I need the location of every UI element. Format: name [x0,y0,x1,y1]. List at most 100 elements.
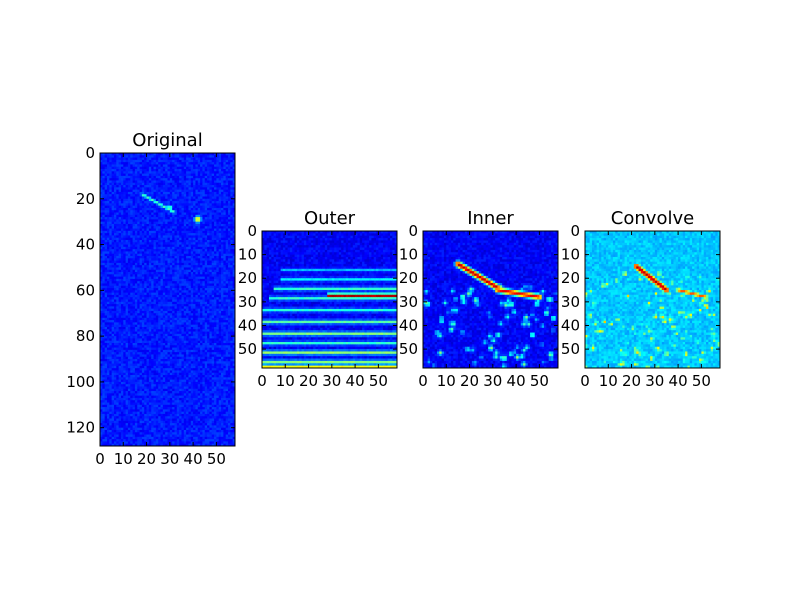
heatmap-cell [165,301,168,305]
heatmap-cell [225,249,229,252]
heatmap-cell [183,251,187,255]
heatmap-cell [230,342,234,346]
heatmap-cell [148,315,152,319]
heatmap-cell [155,189,159,193]
heatmap-cell [228,283,231,287]
heatmap-cell [146,207,150,211]
heatmap-cell [223,233,227,236]
heatmap-cell [151,221,154,225]
heatmap-cell [200,249,203,252]
heatmap-cell [120,175,124,179]
heatmap-cell [158,244,161,248]
heatmap-cell [221,326,224,330]
heatmap-cell [193,304,196,307]
heatmap-cell [100,191,103,195]
heatmap-cell [174,269,178,273]
heatmap-cell [190,285,194,289]
heatmap-cell [172,267,175,271]
heatmap-cell [123,288,127,291]
heatmap-cell [214,336,217,339]
heatmap-cell [165,333,168,337]
heatmap-cell [162,203,166,207]
heatmap-cell [214,253,217,257]
heatmap-cell [232,230,236,234]
heatmap-cell [127,153,131,156]
heatmap-cell [216,294,220,298]
heatmap-cell [120,301,124,305]
heatmap-cell [100,210,103,213]
heatmap-cell [186,189,189,193]
heatmap-cell [146,310,150,314]
heatmap-cell [123,237,127,241]
heatmap-cell [190,326,194,330]
heatmap-cell [174,301,178,305]
heatmap-cell [167,242,171,245]
heatmap-cell [141,260,145,264]
heatmap-cell [216,274,220,278]
heatmap-cell [179,221,182,225]
heatmap-cell [146,347,150,351]
heatmap-cell [153,347,157,351]
heatmap-cell [111,201,115,204]
heatmap-cell [230,157,234,161]
heatmap-cell [197,194,201,197]
heatmap-cell [188,338,192,342]
heatmap-cell [211,239,215,243]
heatmap-cell [123,265,127,268]
heatmap-cell [193,285,196,289]
heatmap-cell [197,191,201,195]
heatmap-cell [188,340,192,344]
heatmap-cell [148,180,152,184]
heatmap-cell [225,155,229,158]
heatmap-cell [169,340,173,344]
heatmap-cell [223,180,227,184]
heatmap-cell [221,164,224,168]
heatmap-cell [130,223,133,227]
heatmap-cell [120,189,124,193]
heatmap-image-original [100,153,236,447]
heatmap-cell [176,230,180,234]
heatmap-cell [146,260,150,264]
heatmap-cell [225,256,229,259]
heatmap-cell [202,239,206,243]
heatmap-cell [228,267,231,271]
heatmap-cell [174,157,178,161]
heatmap-cell [104,235,108,239]
heatmap-cell [207,301,210,305]
heatmap-cell [153,171,157,174]
heatmap-cell [195,217,199,220]
heatmap-cell [223,196,227,200]
heatmap-cell [221,324,224,328]
heatmap-cell [221,320,224,323]
heatmap-cell [188,180,192,184]
heatmap-cell [172,297,175,300]
heatmap-cell [193,278,196,282]
heatmap-cell [132,299,136,303]
heatmap-cell [116,198,120,202]
heatmap-cell [134,320,138,323]
heatmap-cell [169,347,173,351]
heatmap-cell [111,228,115,232]
heatmap-cell [169,244,173,248]
heatmap-cell [232,338,236,342]
heatmap-cell [188,253,192,257]
heatmap-cell [176,173,180,177]
heatmap-cell [158,285,161,289]
heatmap-cell [109,299,113,303]
heatmap-cell [193,226,196,229]
heatmap-cell [221,272,224,275]
heatmap-cell [174,260,178,264]
heatmap-cell [211,196,215,200]
heatmap-cell [188,345,192,348]
heatmap-cell [104,342,108,346]
heatmap-cell [167,322,171,326]
heatmap-cell [193,283,196,287]
heatmap-cell [207,278,210,282]
heatmap-cell [225,171,229,174]
heatmap-cell [134,155,138,158]
heatmap-cell [160,260,164,264]
heatmap-cell [186,178,189,181]
heatmap-cell [197,278,201,282]
heatmap-cell [123,226,127,229]
